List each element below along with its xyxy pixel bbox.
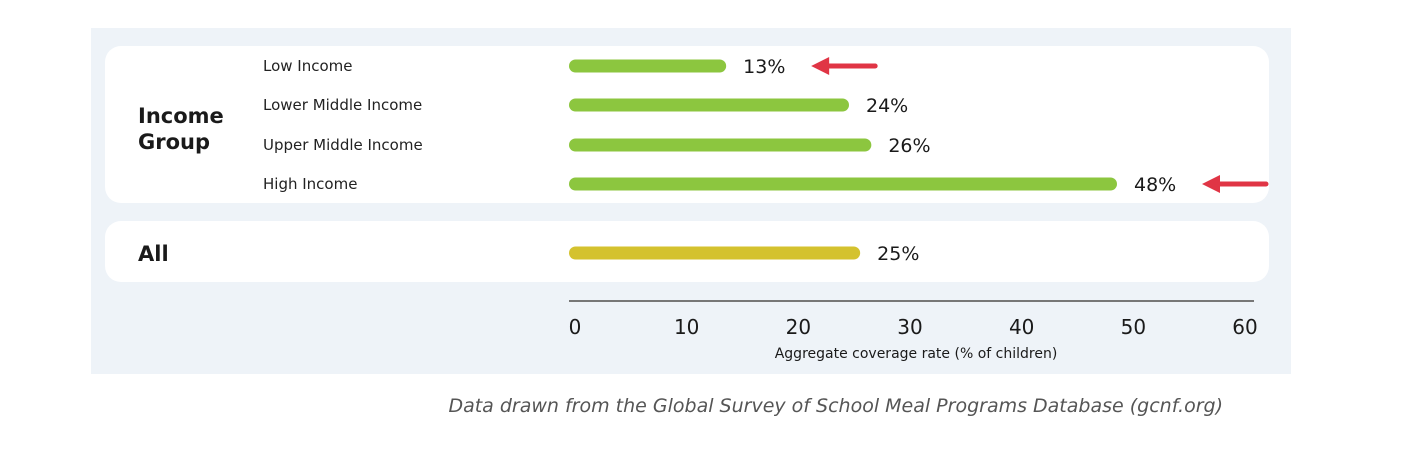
bar-low-income <box>569 59 727 73</box>
highlight-arrow-icon <box>1202 175 1220 193</box>
value-label-upper-middle-income: 26% <box>888 135 930 157</box>
x-tick-label-50: 50 <box>1121 315 1146 339</box>
group-label-all: All <box>138 242 169 266</box>
x-axis-label: Aggregate coverage rate (% of children) <box>775 346 1058 362</box>
category-label-low-income: Low Income <box>263 57 353 75</box>
group-label-income: Income Group <box>138 104 224 154</box>
value-label-low-income: 13% <box>743 56 785 78</box>
value-label-high-income: 48% <box>1134 174 1176 196</box>
x-tick-label-20: 20 <box>786 315 811 339</box>
highlight-arrow-icon <box>811 57 830 75</box>
source-caption: Data drawn from the Global Survey of Sch… <box>448 395 1223 417</box>
value-label-lower-middle-income: 24% <box>866 95 908 117</box>
category-label-lower-middle-income: Lower Middle Income <box>263 96 423 114</box>
bar-all <box>569 246 861 260</box>
category-label-high-income: High Income <box>263 175 358 193</box>
x-tick-label-0: 0 <box>569 315 582 339</box>
bar-high-income <box>569 177 1117 191</box>
bar-lower-middle-income <box>569 98 849 112</box>
x-tick-label-60: 60 <box>1232 315 1257 339</box>
x-tick-label-10: 10 <box>674 315 699 339</box>
category-label-upper-middle-income: Upper Middle Income <box>263 136 423 154</box>
x-tick-label-30: 30 <box>897 315 922 339</box>
x-tick-label-40: 40 <box>1009 315 1034 339</box>
bar-upper-middle-income <box>569 138 872 152</box>
value-label-all: 25% <box>877 243 919 265</box>
